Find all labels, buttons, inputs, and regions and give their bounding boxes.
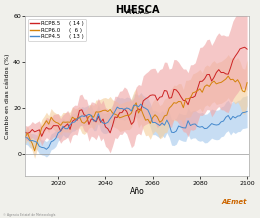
Legend: RCP8.5     ( 14 ), RCP6.0     (  6 ), RCP4.5     ( 13 ): RCP8.5 ( 14 ), RCP6.0 ( 6 ), RCP4.5 ( 13… bbox=[28, 19, 86, 41]
Y-axis label: Cambio en dias cálidos (%): Cambio en dias cálidos (%) bbox=[5, 54, 10, 139]
Title: HUESCA: HUESCA bbox=[115, 5, 160, 15]
Text: ANUAL: ANUAL bbox=[125, 9, 149, 15]
X-axis label: Año: Año bbox=[130, 187, 145, 196]
Text: AEmet: AEmet bbox=[222, 199, 247, 205]
Text: © Agencia Estatal de Meteorología: © Agencia Estatal de Meteorología bbox=[3, 213, 55, 217]
